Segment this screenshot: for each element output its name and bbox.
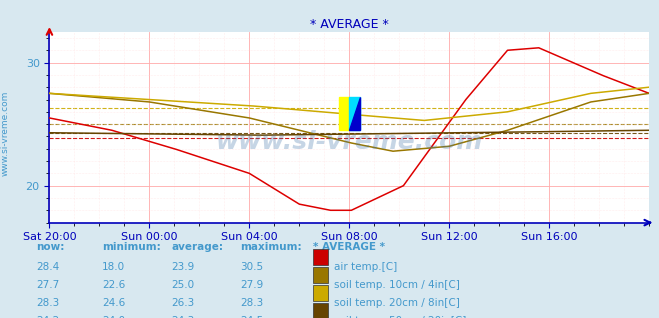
Text: * AVERAGE *: * AVERAGE * xyxy=(313,242,385,252)
FancyBboxPatch shape xyxy=(313,267,328,283)
Text: 24.5: 24.5 xyxy=(241,316,264,318)
Text: 22.6: 22.6 xyxy=(102,280,125,290)
Text: 25.0: 25.0 xyxy=(171,280,194,290)
Text: 24.0: 24.0 xyxy=(102,316,125,318)
Text: average:: average: xyxy=(171,242,223,252)
Text: 24.2: 24.2 xyxy=(36,316,59,318)
Text: 28.3: 28.3 xyxy=(36,298,59,308)
Bar xyxy=(349,97,360,130)
Text: 27.9: 27.9 xyxy=(241,280,264,290)
Text: www.si-vreme.com: www.si-vreme.com xyxy=(215,130,483,155)
Text: 27.7: 27.7 xyxy=(36,280,59,290)
Text: 26.3: 26.3 xyxy=(171,298,194,308)
Text: minimum:: minimum: xyxy=(102,242,161,252)
Text: www.si-vreme.com: www.si-vreme.com xyxy=(1,91,10,176)
FancyBboxPatch shape xyxy=(313,285,328,301)
Text: 28.3: 28.3 xyxy=(241,298,264,308)
Polygon shape xyxy=(349,97,360,130)
Text: soil temp. 20cm / 8in[C]: soil temp. 20cm / 8in[C] xyxy=(334,298,460,308)
Text: 30.5: 30.5 xyxy=(241,262,264,272)
Text: air temp.[C]: air temp.[C] xyxy=(334,262,397,272)
Text: soil temp. 10cm / 4in[C]: soil temp. 10cm / 4in[C] xyxy=(334,280,460,290)
Text: 24.3: 24.3 xyxy=(171,316,194,318)
Text: now:: now: xyxy=(36,242,65,252)
Text: 24.6: 24.6 xyxy=(102,298,125,308)
Bar xyxy=(339,97,349,130)
Text: 23.9: 23.9 xyxy=(171,262,194,272)
FancyBboxPatch shape xyxy=(313,249,328,265)
Title: * AVERAGE *: * AVERAGE * xyxy=(310,17,389,31)
FancyBboxPatch shape xyxy=(313,303,328,318)
Text: soil temp. 50cm / 20in[C]: soil temp. 50cm / 20in[C] xyxy=(334,316,467,318)
Text: 18.0: 18.0 xyxy=(102,262,125,272)
Text: maximum:: maximum: xyxy=(241,242,302,252)
Text: 28.4: 28.4 xyxy=(36,262,59,272)
